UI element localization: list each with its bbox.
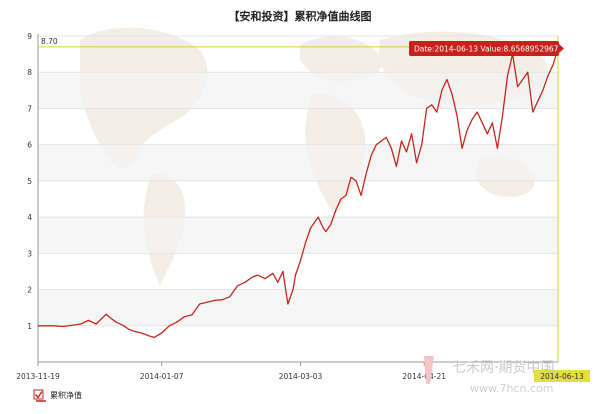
grid (38, 35, 558, 327)
y-tick-label: 4 (27, 213, 32, 222)
tooltip-text: Date:2014-06-13 Value:8.6568952967 (414, 45, 559, 54)
y-tick-label: 6 (27, 141, 32, 150)
grid-band (38, 289, 558, 326)
grid-band (38, 72, 558, 109)
legend[interactable]: 累积净值 (33, 389, 82, 402)
y-tick-label: 2 (27, 286, 32, 295)
tooltip: Date:2014-06-13 Value:8.6568952967 (409, 41, 564, 56)
y-tick-label: 1 (27, 322, 32, 331)
y-tick-label: 7 (27, 104, 32, 113)
tooltip-pointer (559, 44, 564, 53)
brand-logo-icon (424, 356, 434, 384)
y-tick-label: 8 (27, 68, 32, 77)
y-tick-label: 5 (27, 177, 32, 186)
grid-band (38, 217, 558, 254)
brand-url: www.7hcn.com (470, 382, 553, 395)
crosshair-x-label: 2014-06-13 (540, 372, 584, 381)
grid-band (38, 144, 558, 181)
crosshair-x-box (534, 370, 590, 382)
check-icon (34, 391, 43, 399)
legend-checkbox[interactable] (33, 389, 44, 400)
tooltip-box (409, 41, 559, 56)
x-tick-label: 2013-11-19 (16, 372, 60, 381)
y-tick-label: 9 (27, 32, 32, 41)
x-tick-label: 2014-03-03 (279, 372, 323, 381)
legend-label: 累积净值 (50, 390, 82, 400)
x-tick-label: 2014-01-07 (140, 372, 184, 381)
brand-name: 七禾网·期货中国 (452, 359, 554, 376)
series-line-nav (38, 48, 559, 339)
y-tick-label: 3 (27, 249, 32, 258)
max-label: 8.70 (41, 37, 58, 46)
brand-watermark: 七禾网·期货中国 www.7hcn.com (424, 356, 554, 395)
chart-title: 【安和投资】累积净值曲线图 (229, 9, 372, 23)
x-tick-label: 2014-04-21 (402, 372, 446, 381)
